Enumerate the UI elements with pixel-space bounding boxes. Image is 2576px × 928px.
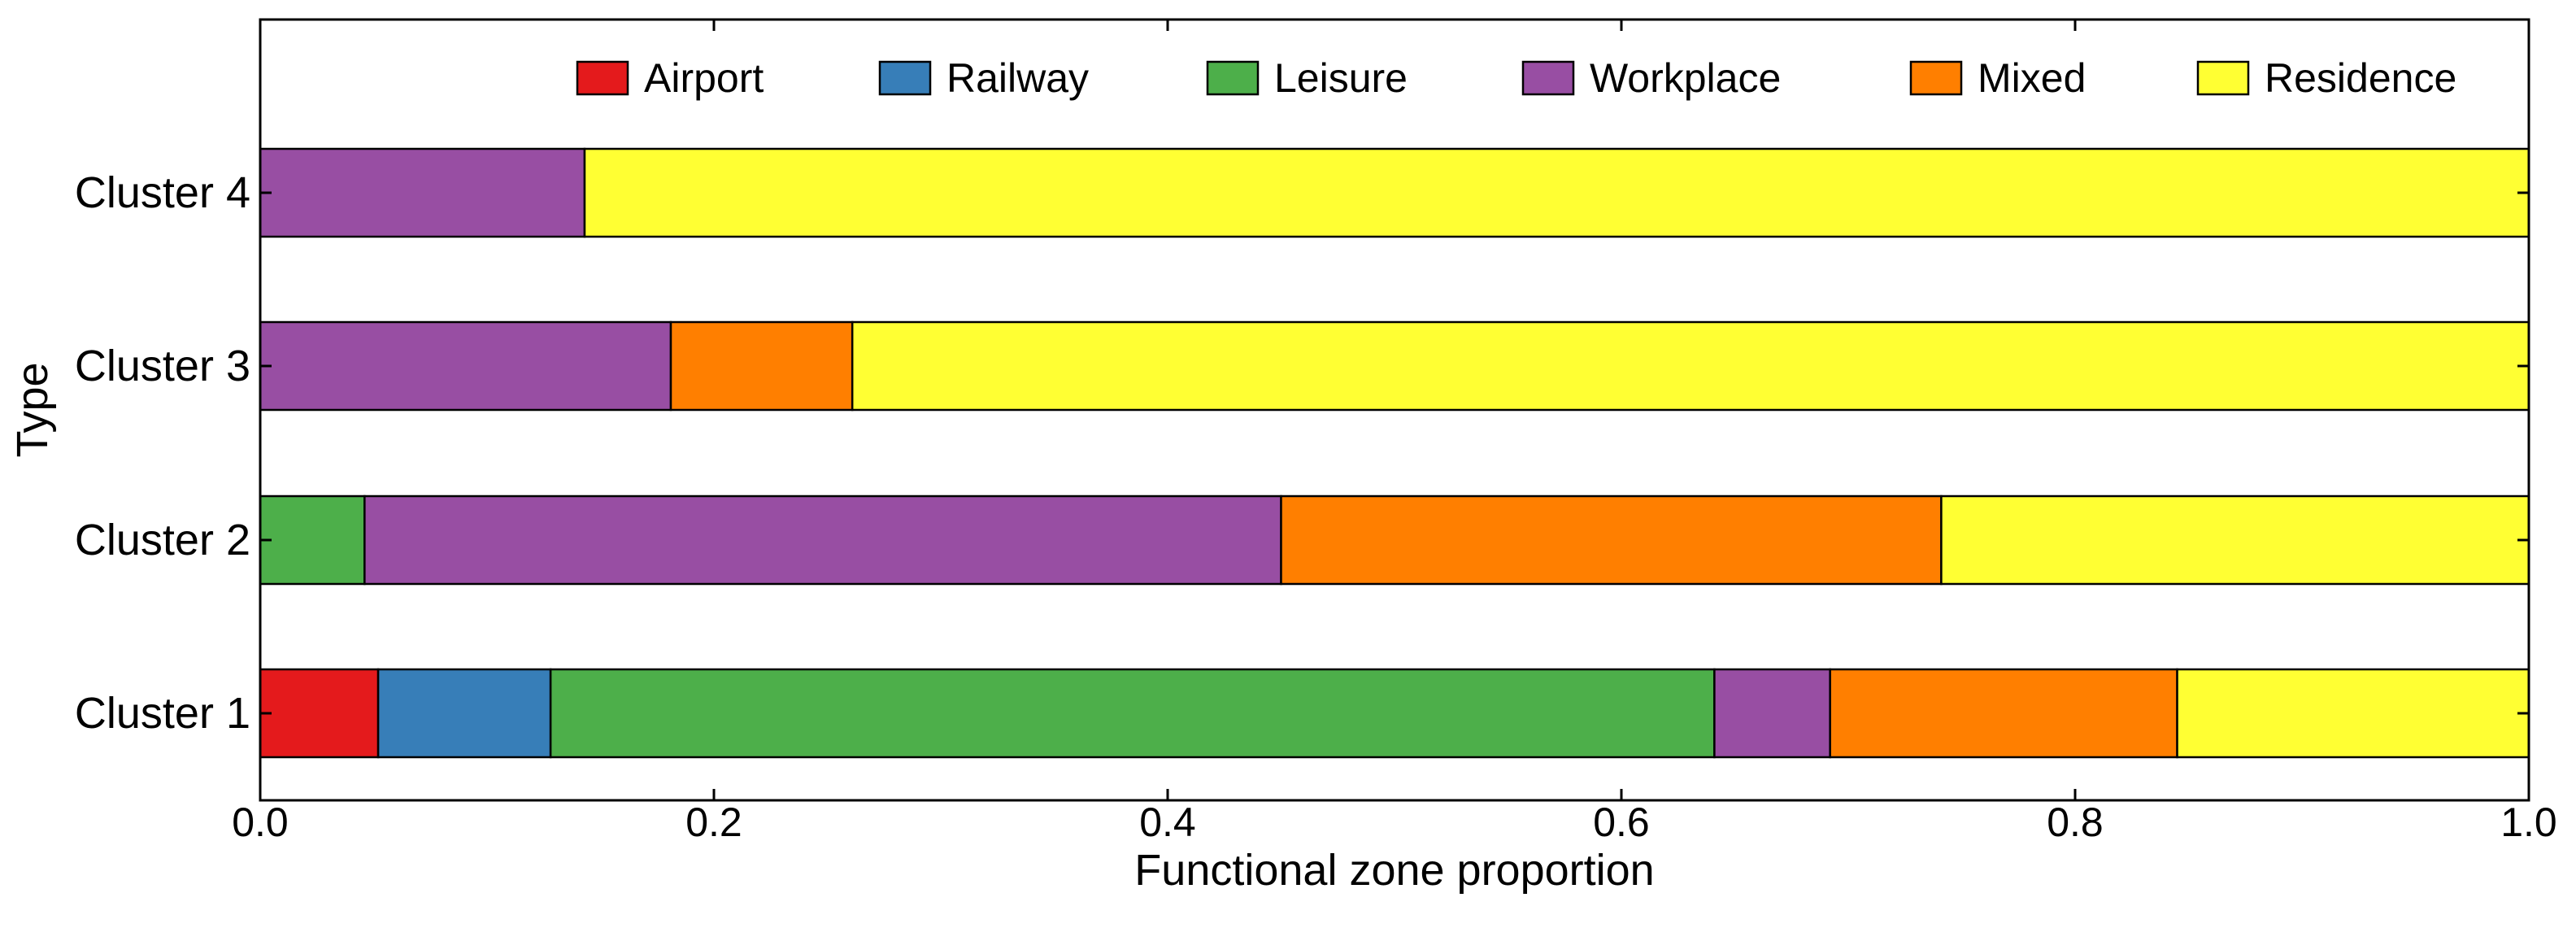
x-tick-label: 0.6 <box>1593 799 1650 845</box>
bar-segment <box>583 147 2530 238</box>
bar-segment <box>376 668 552 759</box>
bar-segment <box>1713 668 1831 759</box>
legend: Airport Railway Leisure Workplace Mixed Resid… <box>576 55 2456 101</box>
x-ticks: 0.0 0.2 0.4 0.6 0.8 1.0 <box>232 20 2557 845</box>
y-axis-label: Type <box>8 362 57 457</box>
bar-segment <box>1940 494 2530 586</box>
x-tick-label: 0.8 <box>2047 799 2104 845</box>
bar-segment <box>1829 668 2178 759</box>
bar-segment <box>259 494 366 586</box>
legend-label: Residence <box>2265 55 2456 101</box>
y-tick-label: Cluster 4 <box>75 168 250 217</box>
legend-swatch <box>2196 60 2250 96</box>
legend-label: Airport <box>644 55 764 101</box>
bars-layer <box>259 147 2530 759</box>
x-tick-label: 0.0 <box>232 799 289 845</box>
x-tick-label: 0.2 <box>685 799 742 845</box>
legend-label: Mixed <box>1978 55 2086 101</box>
bar-segment <box>363 494 1282 586</box>
bar-segment <box>669 320 854 412</box>
bar-segment <box>1280 494 1943 586</box>
bar-segment <box>259 668 380 759</box>
y-ticks: Cluster 1 Cluster 2 Cluster 3 Cluster 4 <box>75 168 2529 738</box>
bar-segment <box>259 147 586 238</box>
x-axis-label: Functional zone proportion <box>1134 846 1654 895</box>
legend-label: Leisure <box>1274 55 1408 101</box>
y-tick-label: Cluster 2 <box>75 516 250 564</box>
bar-segment <box>259 320 672 412</box>
legend-label: Railway <box>946 55 1089 101</box>
y-tick-label: Cluster 1 <box>75 689 250 738</box>
legend-swatch <box>1909 60 1963 96</box>
legend-swatch <box>576 60 629 96</box>
x-tick-label: 1.0 <box>2500 799 2557 845</box>
legend-swatch <box>878 60 932 96</box>
plot-frame <box>259 18 2530 802</box>
legend-swatch <box>1206 60 1260 96</box>
y-tick-label: Cluster 3 <box>75 342 250 390</box>
legend-swatch <box>1521 60 1575 96</box>
legend-label: Workplace <box>1590 55 1781 101</box>
bar-segment <box>2176 668 2530 759</box>
bar-segment <box>851 320 2530 412</box>
bar-segment <box>549 668 1716 759</box>
x-tick-label: 0.4 <box>1139 799 1196 845</box>
